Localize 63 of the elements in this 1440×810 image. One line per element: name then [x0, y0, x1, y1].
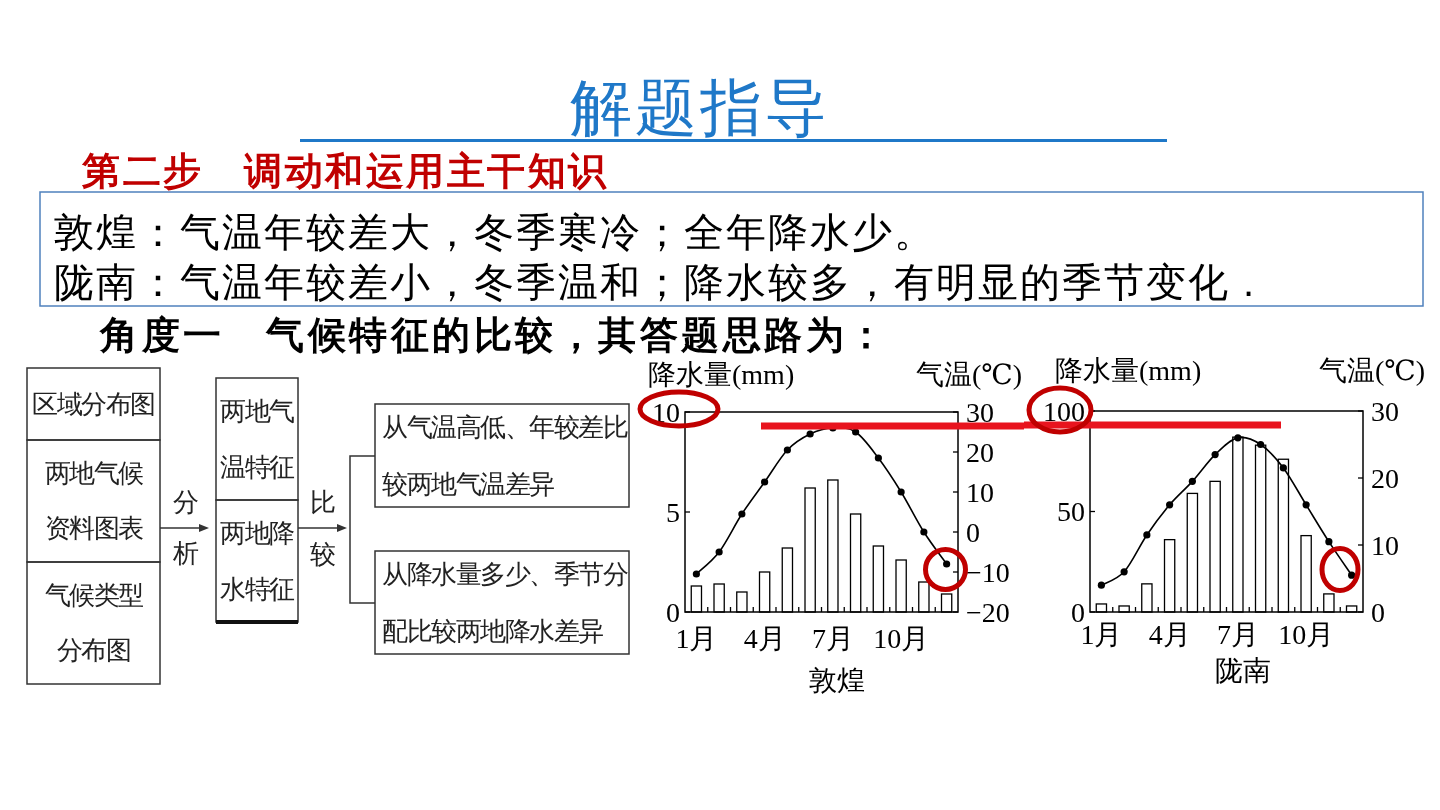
x-tick-label: 7月 [1216, 618, 1259, 650]
text: 两地降水特征 [220, 518, 296, 604]
point [1234, 434, 1242, 442]
point [715, 548, 723, 556]
point [692, 570, 700, 578]
y2-tick-label: −20 [966, 596, 1010, 628]
y-tick-label: 50 [1057, 496, 1085, 527]
point [943, 560, 951, 568]
point [1166, 501, 1174, 509]
point [783, 446, 791, 454]
text: 解题指导 [570, 73, 830, 142]
text: 角度一 气候特征的比较，其答题思路为： [99, 314, 889, 356]
point [920, 528, 928, 536]
text: 从降水量多少、季节分配比较两地降水差异 [382, 559, 628, 646]
text: 两地气候资料图表 [44, 459, 144, 543]
point [1257, 440, 1265, 449]
x-tick-label: 4月 [1148, 618, 1191, 650]
point [1348, 571, 1356, 579]
point [1325, 538, 1333, 546]
point [806, 430, 814, 438]
y2-tick-label: 20 [1371, 462, 1399, 494]
text: 陇南：气温年较差小，冬季温和；降水较多，有明显的季节变化 . [54, 260, 1257, 304]
y-tick-label: 0 [1071, 596, 1085, 628]
y2-axis-title: 气温(℃) [1319, 354, 1425, 386]
y-axis-title: 降水量(mm) [1055, 354, 1202, 386]
text: 敦煌：气温年较差大，冬季寒冷；全年降水少。 [54, 210, 936, 254]
point [1279, 464, 1287, 472]
point [1097, 581, 1105, 589]
y-tick-label: 5 [666, 496, 680, 528]
y2-tick-label: 10 [1371, 529, 1399, 561]
point [1211, 450, 1219, 459]
x-axis-title: 陇南 [1215, 654, 1271, 686]
y2-tick-label: 0 [1371, 596, 1385, 628]
point [1302, 501, 1310, 509]
text: 区域分布图 [32, 389, 155, 419]
x-tick-label: 4月 [743, 622, 786, 654]
point [1120, 568, 1128, 576]
y2-tick-label: 10 [966, 476, 994, 508]
point [897, 488, 905, 496]
text: 比较 [309, 487, 336, 569]
point [761, 478, 769, 486]
point [738, 510, 746, 518]
text: 分析 [171, 488, 199, 568]
text: 第二步 调动和运用主干知识 [81, 150, 609, 192]
y2-axis-title: 气温(℃) [916, 358, 1022, 390]
y2-tick-label: 0 [966, 516, 980, 548]
text: 从气温高低、年较差比较两地气温差异 [382, 412, 628, 499]
x-tick-label: 7月 [811, 622, 854, 654]
y-tick-label: 10 [652, 396, 680, 428]
y-axis-title: 降水量(mm) [648, 358, 795, 390]
y2-tick-label: −10 [966, 556, 1010, 588]
point [1188, 477, 1196, 485]
x-tick-label: 10月 [873, 622, 930, 654]
y2-tick-label: 20 [966, 436, 994, 468]
y2-tick-label: 30 [966, 396, 994, 428]
point [1143, 531, 1151, 539]
text: 气候类型分布图 [44, 581, 143, 665]
point [874, 454, 882, 462]
y2-tick-label: 30 [1371, 395, 1399, 427]
y-tick-label: 100 [1043, 395, 1085, 427]
x-axis-title: 敦煌 [809, 664, 865, 696]
text: 两地气温特征 [220, 396, 296, 482]
x-tick-label: 10月 [1278, 618, 1335, 650]
